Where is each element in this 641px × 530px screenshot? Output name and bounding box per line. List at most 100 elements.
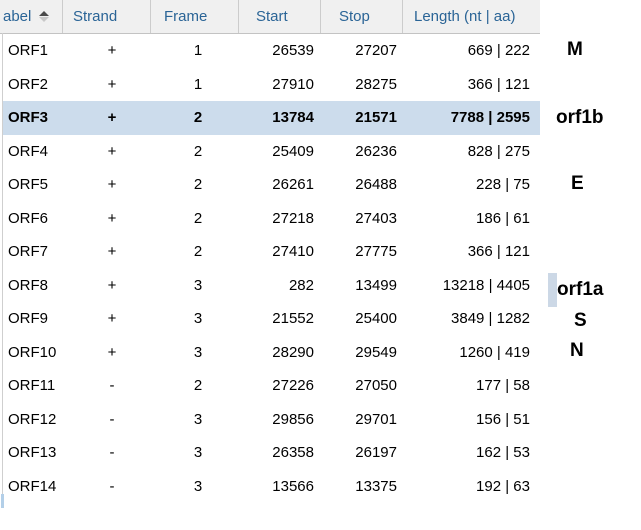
- cell-label: ORF3: [8, 109, 49, 126]
- annotation-gene-s: S: [574, 310, 587, 331]
- table-row[interactable]: ORF12 - 3 29856 29701 156 | 51: [0, 403, 540, 437]
- cell-length: 669 | 222: [467, 42, 530, 59]
- cell-stop: 27050: [355, 377, 397, 394]
- cell-stop: 29549: [355, 343, 397, 361]
- cell-start: 282: [288, 276, 314, 294]
- cell-strand: +: [107, 276, 117, 294]
- cell-label: ORF8: [8, 276, 49, 294]
- column-header-strand[interactable]: Strand: [62, 0, 150, 33]
- table-row[interactable]: ORF6 + 2 27218 27403 186 | 61: [0, 202, 540, 236]
- cell-frame: 3: [193, 444, 203, 461]
- cell-stop: 27403: [355, 209, 397, 227]
- cell-frame: 2: [193, 109, 203, 126]
- cell-start: 25409: [272, 142, 314, 160]
- cell-label: ORF7: [8, 243, 49, 260]
- cell-strand: +: [107, 310, 117, 327]
- cell-start: 28290: [272, 343, 314, 361]
- cell-stop: 21571: [355, 109, 397, 126]
- cell-label: ORF4: [8, 142, 49, 160]
- cell-label: ORF12: [8, 410, 57, 428]
- cell-start: 27910: [272, 75, 314, 93]
- cell-length: 1260 | 419: [459, 343, 530, 361]
- cell-length: 162 | 53: [476, 444, 530, 461]
- cell-strand: -: [109, 377, 115, 394]
- cell-start: 27218: [272, 209, 314, 227]
- cell-start: 27410: [272, 243, 314, 260]
- column-header-stop[interactable]: Stop: [320, 0, 402, 33]
- cell-stop: 13375: [355, 477, 397, 495]
- table-row[interactable]: ORF3 + 2 13784 21571 7788 | 2595: [0, 101, 540, 135]
- cell-frame: 2: [193, 377, 203, 394]
- cell-stop: 28275: [355, 75, 397, 93]
- table-header-row: abel Strand Frame Start Stop Length (nt …: [0, 0, 540, 34]
- cell-length: 13218 | 4405: [442, 276, 530, 294]
- cell-stop: 26197: [355, 444, 397, 461]
- table-row[interactable]: ORF4 + 2 25409 26236 828 | 275: [0, 135, 540, 169]
- cell-label: ORF6: [8, 209, 49, 227]
- cell-frame: 2: [193, 176, 203, 193]
- selection-mark: [548, 273, 557, 307]
- column-header-start[interactable]: Start: [238, 0, 320, 33]
- column-header-label[interactable]: abel: [0, 0, 62, 33]
- column-header-frame[interactable]: Frame: [150, 0, 238, 33]
- cell-frame: 3: [193, 310, 203, 327]
- cell-length: 156 | 51: [476, 410, 530, 428]
- cell-stop: 27775: [355, 243, 397, 260]
- cell-stop: 26488: [355, 176, 397, 193]
- table-body: ORF1 + 1 26539 27207 669 | 222 ORF2 + 1 …: [0, 34, 540, 503]
- cell-length: 186 | 61: [476, 209, 530, 227]
- cell-strand: -: [109, 410, 115, 428]
- cell-frame: 3: [193, 276, 203, 294]
- cell-length: 366 | 121: [467, 243, 530, 260]
- cell-length: 366 | 121: [467, 75, 530, 93]
- cell-label: ORF10: [8, 343, 57, 361]
- cell-label: ORF13: [8, 444, 57, 461]
- table-row[interactable]: ORF1 + 1 26539 27207 669 | 222: [0, 34, 540, 68]
- cell-label: ORF14: [8, 477, 57, 495]
- cell-stop: 26236: [355, 142, 397, 160]
- table-row[interactable]: ORF2 + 1 27910 28275 366 | 121: [0, 68, 540, 102]
- annotation-gene-orf1b: orf1b: [556, 107, 604, 128]
- table-row[interactable]: ORF7 + 2 27410 27775 366 | 121: [0, 235, 540, 269]
- cell-label: ORF2: [8, 75, 49, 93]
- annotation-gene-n: N: [570, 340, 584, 361]
- table-row[interactable]: ORF9 + 3 21552 25400 3849 | 1282: [0, 302, 540, 336]
- cell-label: ORF5: [8, 176, 49, 193]
- cell-strand: +: [107, 209, 117, 227]
- cell-strand: +: [107, 109, 117, 126]
- cell-stop: 13499: [355, 276, 397, 294]
- orf-table: abel Strand Frame Start Stop Length (nt …: [0, 0, 540, 503]
- cell-frame: 1: [193, 42, 203, 59]
- table-left-border: [2, 33, 3, 503]
- cell-label: ORF9: [8, 310, 49, 327]
- cell-stop: 25400: [355, 310, 397, 327]
- table-row[interactable]: ORF5 + 2 26261 26488 228 | 75: [0, 168, 540, 202]
- cell-strand: +: [107, 75, 117, 93]
- cell-label: ORF1: [8, 42, 49, 59]
- column-header-label-text: abel: [3, 8, 32, 25]
- annotation-gene-e: E: [571, 173, 584, 194]
- column-header-length[interactable]: Length (nt | aa): [402, 0, 540, 33]
- table-row[interactable]: ORF14 - 3 13566 13375 192 | 63: [0, 470, 540, 504]
- table-row[interactable]: ORF11 - 2 27226 27050 177 | 58: [0, 369, 540, 403]
- sort-ascending-icon: [39, 11, 50, 22]
- table-row[interactable]: ORF10 + 3 28290 29549 1260 | 419: [0, 336, 540, 370]
- cell-start: 26261: [272, 176, 314, 193]
- cell-frame: 3: [193, 410, 203, 428]
- cell-length: 192 | 63: [476, 477, 530, 495]
- cell-frame: 1: [193, 75, 203, 93]
- cell-length: 228 | 75: [476, 176, 530, 193]
- cell-start: 13784: [272, 109, 314, 126]
- cell-start: 13566: [272, 477, 314, 495]
- table-row[interactable]: ORF8 + 3 282 13499 13218 | 4405: [0, 269, 540, 303]
- cell-length: 3849 | 1282: [451, 310, 530, 327]
- cell-start: 27226: [272, 377, 314, 394]
- cell-frame: 3: [193, 343, 203, 361]
- cell-length: 177 | 58: [476, 377, 530, 394]
- cell-strand: +: [107, 142, 117, 160]
- table-row[interactable]: ORF13 - 3 26358 26197 162 | 53: [0, 436, 540, 470]
- cell-label: ORF11: [8, 377, 56, 394]
- cell-start: 26358: [272, 444, 314, 461]
- cell-stop: 29701: [355, 410, 397, 428]
- cell-strand: +: [107, 343, 117, 361]
